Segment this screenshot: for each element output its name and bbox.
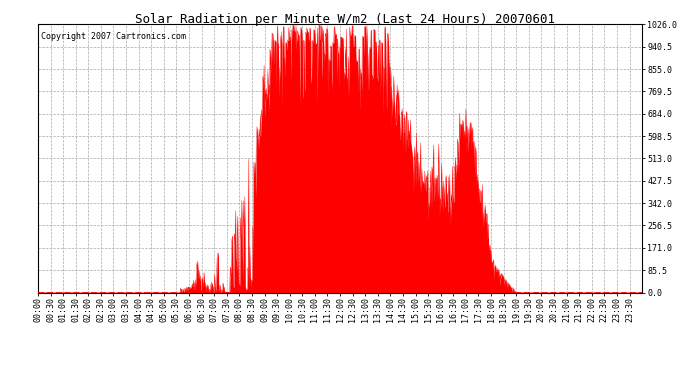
Text: Solar Radiation per Minute W/m2 (Last 24 Hours) 20070601: Solar Radiation per Minute W/m2 (Last 24… (135, 13, 555, 26)
Text: Copyright 2007 Cartronics.com: Copyright 2007 Cartronics.com (41, 32, 186, 41)
